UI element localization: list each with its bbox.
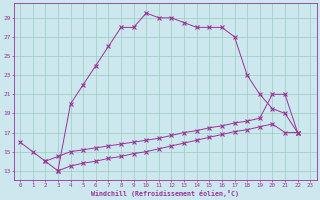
X-axis label: Windchill (Refroidissement éolien,°C): Windchill (Refroidissement éolien,°C): [91, 190, 239, 197]
